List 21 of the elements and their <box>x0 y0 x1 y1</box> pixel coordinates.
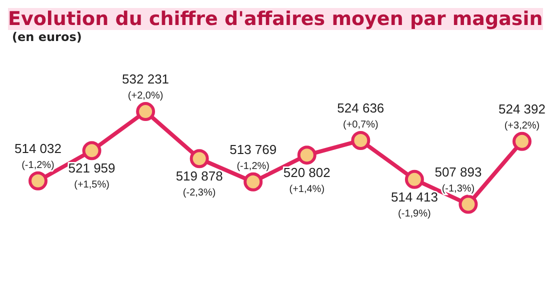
data-label: 532 231 (+2,0%) <box>122 72 170 102</box>
chart-subtitle: (en euros) <box>12 30 83 44</box>
point <box>136 102 156 122</box>
point <box>244 172 263 192</box>
data-label: 524 392 (+3,2%) <box>498 101 546 132</box>
point <box>297 146 316 165</box>
point <box>28 171 48 190</box>
point <box>82 141 102 160</box>
point <box>404 170 424 189</box>
data-label: 524 636 (+0,7%) <box>337 100 384 130</box>
point <box>512 132 532 151</box>
data-label: 519 878 (-2,3%) <box>176 168 223 199</box>
point <box>190 149 209 168</box>
data-label: 514 413 (-1,9%) <box>390 189 438 220</box>
chart-title: Evolution du chiffre d'affaires moyen par magasin <box>8 8 543 30</box>
data-label: 514 032 (-1,2%) <box>14 140 62 171</box>
point <box>458 194 478 214</box>
point <box>351 130 370 150</box>
data-label: 513 769 (-1,2%) <box>230 142 277 172</box>
data-label: 520 802 (+1,4%) <box>283 165 330 196</box>
data-label: 521 959 (+1,5%) <box>68 160 116 191</box>
